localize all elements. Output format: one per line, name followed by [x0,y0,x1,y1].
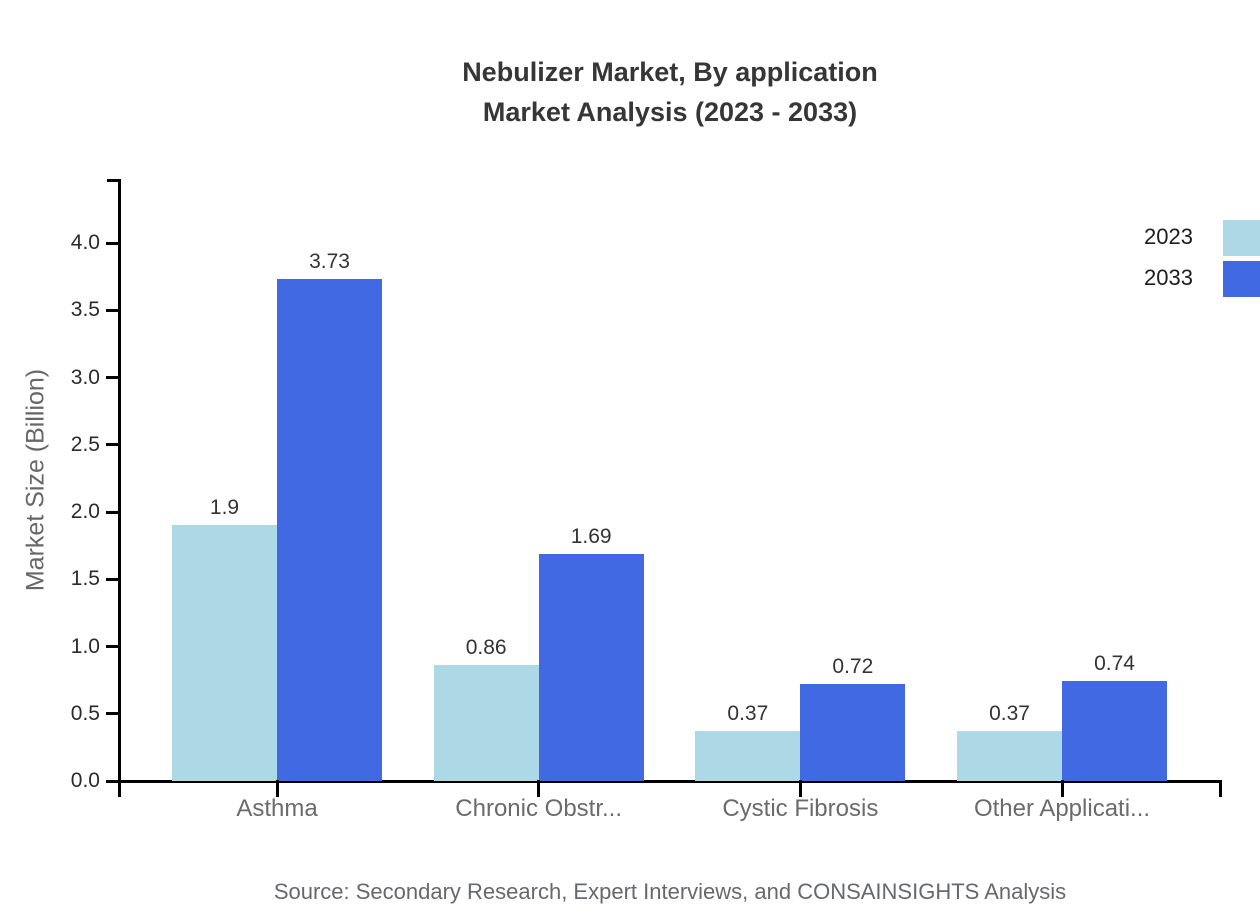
y-tick-label-2.5: 2.5 [70,432,100,456]
y-tick-0.5 [106,712,118,716]
x-tick-chronic-obstr [537,780,541,797]
y-tick-3.5 [106,308,118,312]
y-tick-label-3.5: 3.5 [70,298,100,322]
bar-2023-cystic-fibrosis [695,731,801,781]
y-tick-label-1.0: 1.0 [70,634,100,658]
chart-title-line2: Market Analysis (2023 - 2033) [482,97,858,127]
bar-2033-chronic-obstr [538,553,644,781]
y-tick-3.0 [106,376,118,379]
x-axis-right-end-tick [1219,780,1222,797]
y-tick-4.0 [106,241,118,245]
category-label-asthma: Asthma [236,795,318,822]
bar-2023-asthma [172,525,277,781]
value-label-2033-other-applicati: 0.74 [1094,652,1135,676]
y-axis-top-cap [107,179,118,182]
y-tick-1.5 [106,577,118,581]
bar-2033-other-applicati [1062,681,1167,781]
y-tick-0.0 [106,779,118,783]
value-label-2023-chronic-obstr: 0.86 [465,636,507,660]
bar-2023-other-applicati [957,731,1062,781]
value-label-2033-asthma: 3.73 [309,250,350,274]
y-tick-label-0.0: 0.0 [70,769,100,792]
y-tick-2.5 [106,443,118,447]
value-label-2023-asthma: 1.9 [209,496,240,520]
x-tick-other-applicati [1060,780,1064,797]
legend-label-2033: 2033 [1144,265,1193,290]
y-tick-1.0 [106,645,118,648]
source-note: Source: Secondary Research, Expert Inter… [273,879,1067,904]
value-label-2023-other-applicati: 0.37 [989,702,1030,726]
chart-title: Nebulizer Market, By application Market … [80,52,1260,132]
y-tick-label-1.5: 1.5 [70,567,100,591]
bar-2033-cystic-fibrosis [800,684,906,781]
value-label-2033-chronic-obstr: 1.69 [570,524,612,548]
legend-swatch-2033 [1223,261,1260,297]
legend-swatch-2023 [1223,220,1260,256]
category-label-other-applicati: Other Applicati... [973,795,1151,822]
value-label-2033-cystic-fibrosis: 0.72 [832,655,874,679]
y-tick-label-3.0: 3.0 [70,365,100,389]
y-axis-label: Market Size (Billion) [21,368,50,592]
category-label-cystic-fibrosis: Cystic Fibrosis [722,795,879,822]
x-axis-line [118,780,1222,783]
y-tick-label-4.0: 4.0 [70,231,100,254]
x-tick-asthma [275,780,279,797]
legend-label-2023: 2023 [1144,224,1193,249]
bar-2023-chronic-obstr [433,665,539,781]
y-tick-2.0 [106,510,118,514]
value-label-2023-cystic-fibrosis: 0.37 [727,702,769,726]
y-tick-label-0.5: 0.5 [70,701,100,725]
y-axis-line [118,179,121,797]
category-label-chronic-obstr: Chronic Obstr... [455,795,623,822]
x-tick-cystic-fibrosis [798,780,802,797]
chart-title-line1: Nebulizer Market, By application [462,57,878,87]
y-tick-label-2.0: 2.0 [70,500,100,523]
bar-2033-asthma [277,279,382,781]
